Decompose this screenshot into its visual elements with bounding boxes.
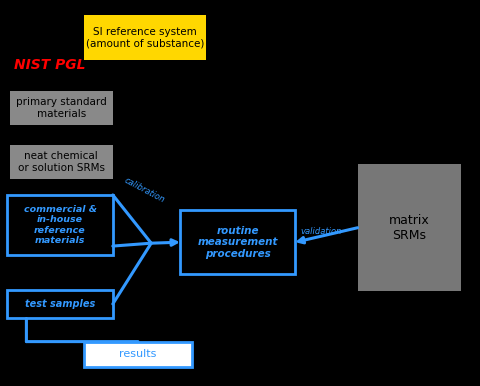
Text: neat chemical
or solution SRMs: neat chemical or solution SRMs (18, 151, 105, 173)
FancyBboxPatch shape (84, 342, 192, 367)
FancyBboxPatch shape (358, 164, 461, 291)
Text: test samples: test samples (25, 299, 95, 309)
Text: primary standard
materials: primary standard materials (16, 97, 107, 119)
FancyBboxPatch shape (180, 210, 295, 274)
FancyBboxPatch shape (7, 195, 113, 255)
Text: NIST PGL: NIST PGL (14, 59, 86, 73)
FancyBboxPatch shape (7, 290, 113, 318)
Text: commercial &
in-house
reference
materials: commercial & in-house reference material… (24, 205, 96, 245)
Text: routine
measurement
procedures: routine measurement procedures (197, 225, 278, 259)
FancyBboxPatch shape (10, 145, 113, 179)
Text: matrix
SRMs: matrix SRMs (389, 214, 430, 242)
Text: results: results (120, 349, 156, 359)
FancyBboxPatch shape (10, 91, 113, 125)
Text: calibration: calibration (122, 176, 166, 205)
Text: validation: validation (300, 227, 341, 235)
Text: SI reference system
(amount of substance): SI reference system (amount of substance… (86, 27, 204, 48)
FancyBboxPatch shape (84, 15, 206, 60)
